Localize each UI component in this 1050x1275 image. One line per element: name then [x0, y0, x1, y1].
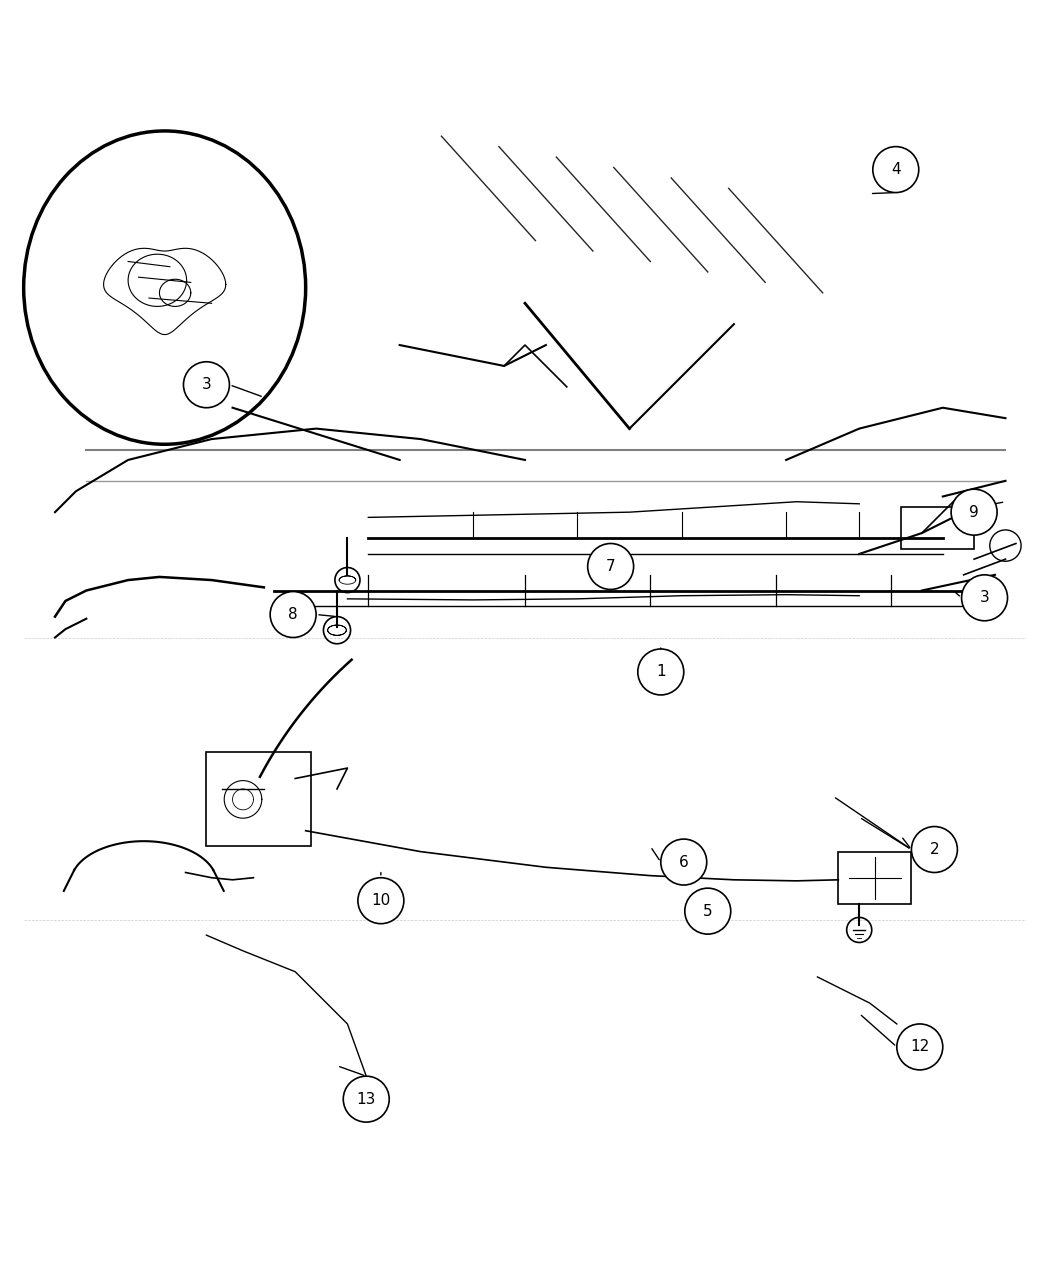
- Text: 9: 9: [969, 505, 979, 520]
- Circle shape: [846, 918, 872, 942]
- Circle shape: [588, 543, 633, 589]
- Text: 6: 6: [679, 854, 689, 870]
- FancyBboxPatch shape: [207, 752, 311, 847]
- Circle shape: [358, 877, 404, 923]
- Circle shape: [270, 592, 316, 638]
- Circle shape: [660, 839, 707, 885]
- Text: 7: 7: [606, 558, 615, 574]
- Circle shape: [951, 490, 998, 536]
- FancyBboxPatch shape: [838, 852, 911, 904]
- Circle shape: [685, 889, 731, 935]
- Text: 3: 3: [980, 590, 989, 606]
- Text: 2: 2: [929, 842, 940, 857]
- Text: 3: 3: [202, 377, 211, 393]
- Circle shape: [911, 826, 958, 872]
- Circle shape: [184, 362, 229, 408]
- Circle shape: [343, 1076, 390, 1122]
- Text: 12: 12: [910, 1039, 929, 1054]
- Text: 4: 4: [891, 162, 901, 177]
- Circle shape: [873, 147, 919, 193]
- Text: 1: 1: [656, 664, 666, 680]
- Text: 8: 8: [289, 607, 298, 622]
- Text: 13: 13: [357, 1091, 376, 1107]
- Circle shape: [897, 1024, 943, 1070]
- Circle shape: [962, 575, 1008, 621]
- Text: 5: 5: [702, 904, 713, 919]
- Circle shape: [637, 649, 684, 695]
- Text: 10: 10: [372, 894, 391, 908]
- FancyBboxPatch shape: [901, 507, 974, 548]
